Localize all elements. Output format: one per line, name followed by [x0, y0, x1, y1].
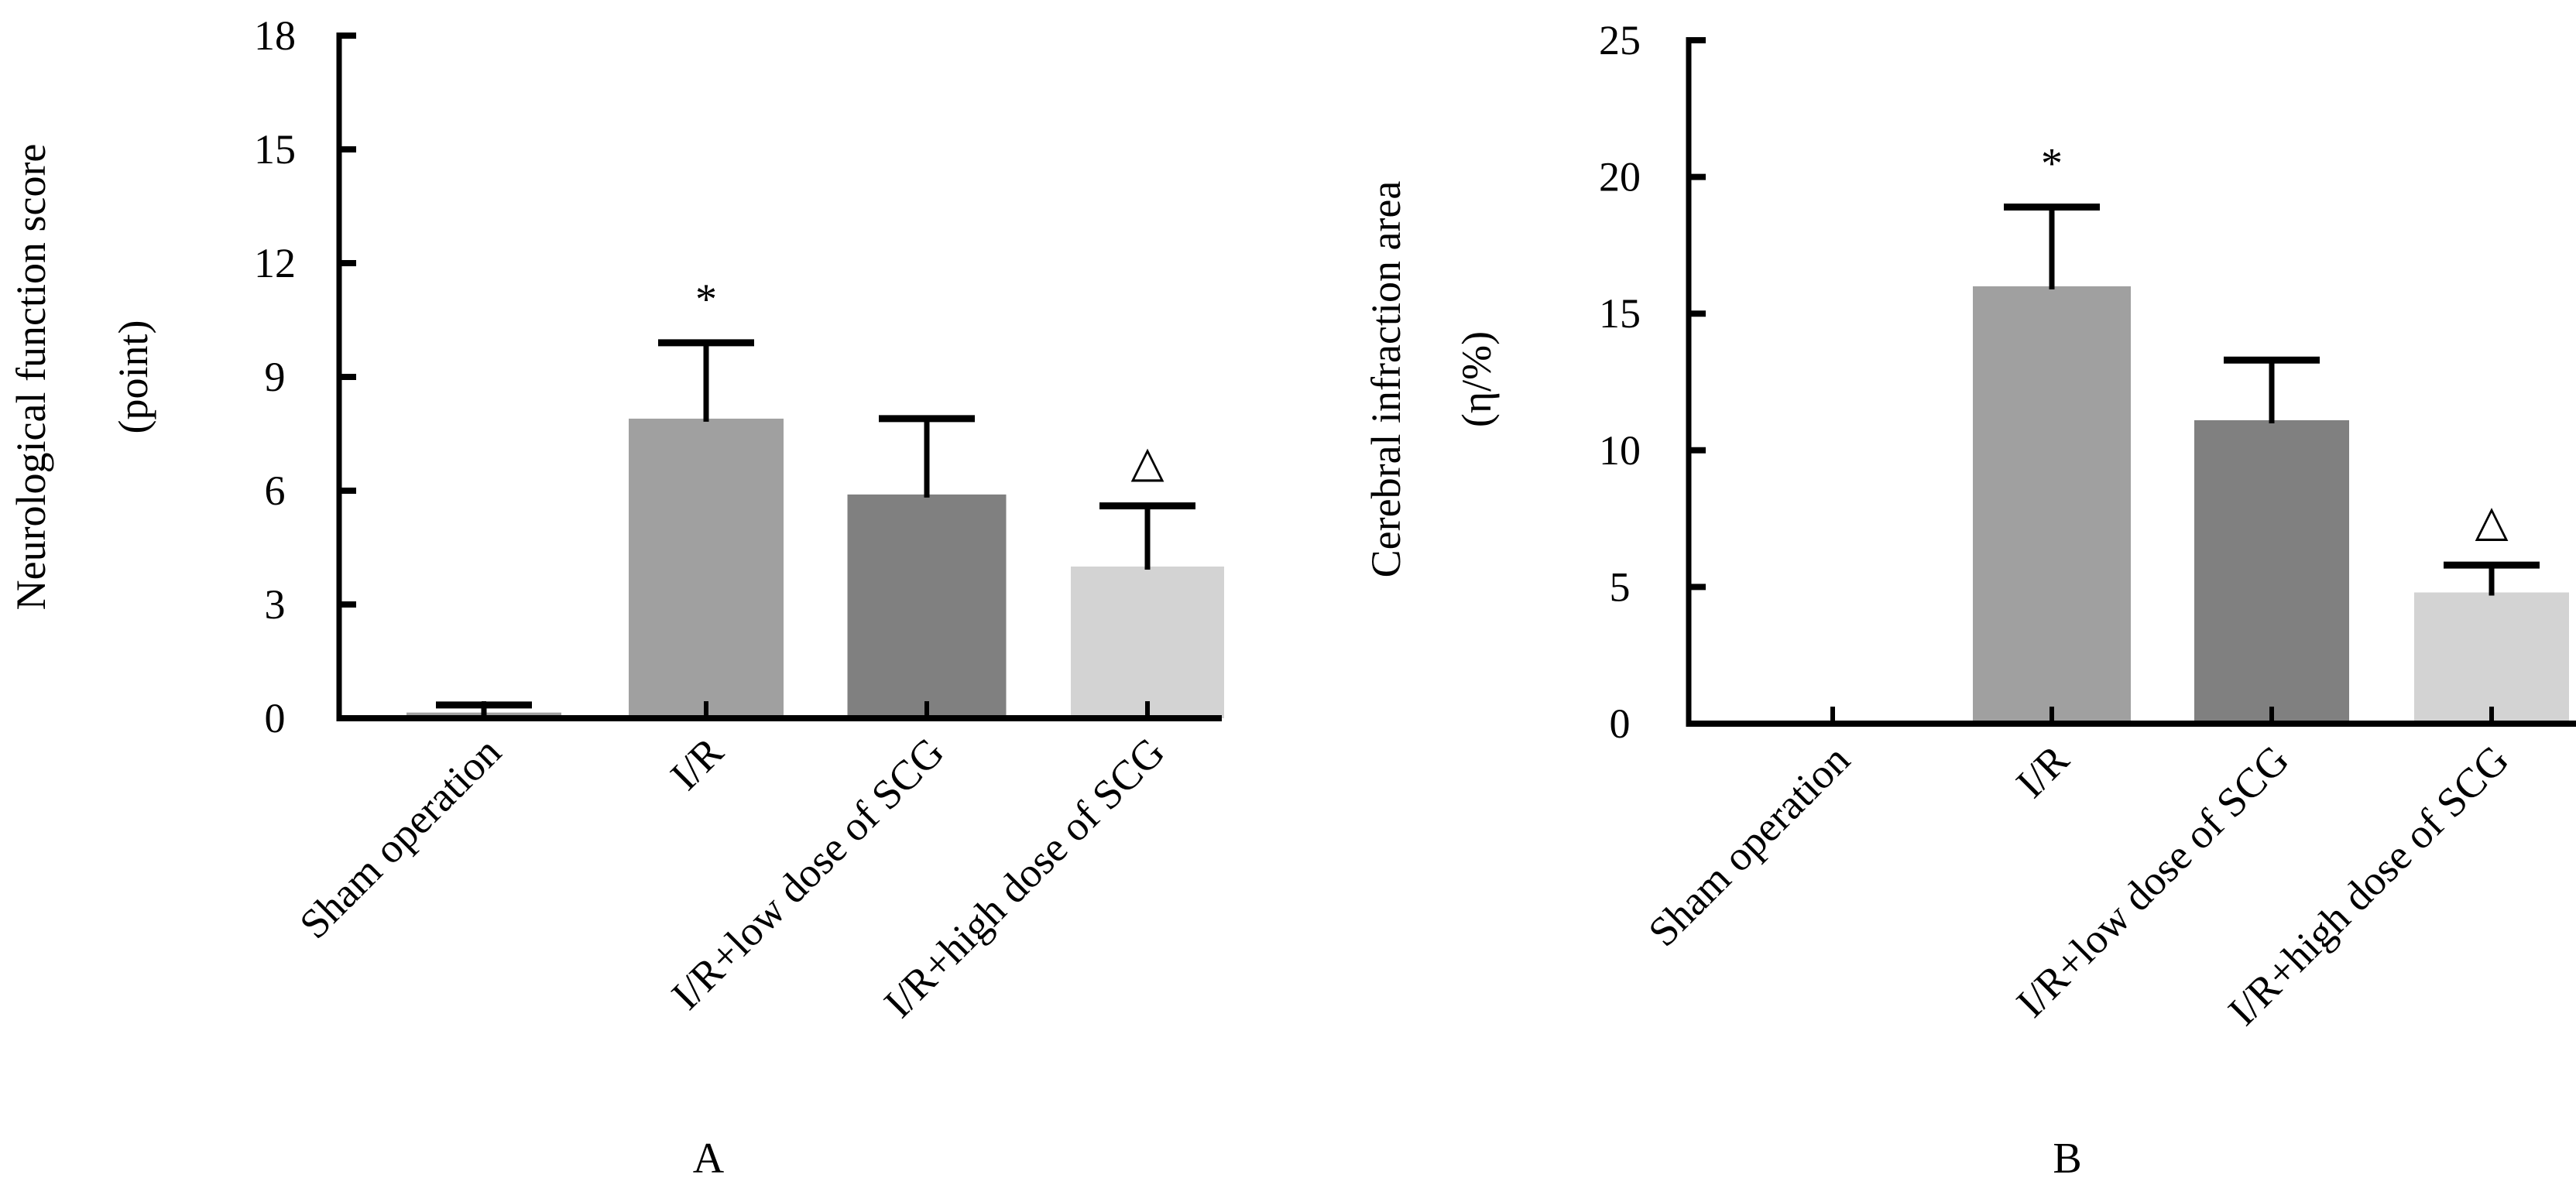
bar-4	[1071, 567, 1224, 718]
y-tick-label-18: 18	[254, 12, 296, 59]
y-tick-label-5: 5	[1610, 563, 1631, 610]
panel-a-chart: Sham operation*I/RI/R+low dose of SCG△I/…	[8, 12, 1224, 1026]
significance-marker-4: △	[2475, 498, 2508, 546]
panel-b-label: B	[2053, 1135, 2081, 1183]
bar-4	[2414, 592, 2569, 724]
y-tick-label-6: 6	[265, 467, 286, 514]
y-tick-label-0: 0	[265, 695, 286, 741]
y-tick-label-25: 25	[1599, 17, 1641, 63]
panel-b-chart: Sham operation*I/RI/R+low dose of SCG△I/…	[1363, 17, 2576, 1034]
y-axis-unit: (η/%)	[1453, 331, 1500, 427]
bar-2	[629, 418, 784, 718]
significance-marker-4: △	[1130, 439, 1164, 487]
category-label-1: Sham operation	[290, 728, 509, 947]
significance-marker-2: *	[2041, 139, 2063, 187]
y-axis-title: Cerebral infraction area	[1363, 181, 1409, 578]
panel-a-label: A	[693, 1135, 725, 1183]
bar-2	[1973, 286, 2131, 724]
y-tick-label-20: 20	[1599, 154, 1641, 200]
y-tick-label-10: 10	[1599, 427, 1641, 474]
y-tick-label-12: 12	[254, 240, 296, 286]
y-tick-label-3: 3	[265, 581, 286, 628]
y-axis-title: Neurological function score	[8, 144, 54, 611]
category-label-2: I/R	[2007, 736, 2077, 806]
y-tick-label-15: 15	[254, 126, 296, 173]
bar-3	[2194, 419, 2349, 724]
significance-marker-2: *	[695, 276, 717, 324]
category-label-1: Sham operation	[1639, 736, 1858, 955]
y-axis-unit: (point)	[110, 320, 156, 434]
bar-3	[847, 494, 1007, 718]
y-tick-label-0: 0	[1610, 700, 1631, 747]
y-tick-label-15: 15	[1599, 290, 1641, 337]
y-tick-label-9: 9	[265, 354, 286, 400]
category-label-2: I/R	[661, 728, 732, 799]
